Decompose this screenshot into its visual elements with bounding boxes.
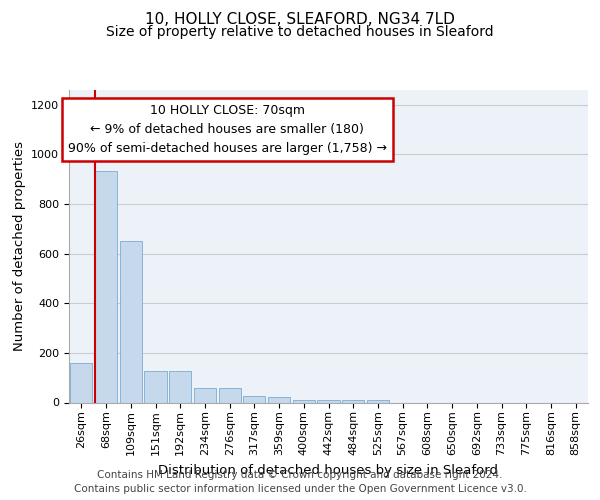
Bar	[145, 371, 167, 402]
Text: Contains public sector information licensed under the Open Government Licence v3: Contains public sector information licen…	[74, 484, 526, 494]
Bar	[70, 363, 92, 403]
Text: Contains HM Land Registry data © Crown copyright and database right 2024.: Contains HM Land Registry data © Crown c…	[97, 470, 503, 480]
Bar	[243, 396, 265, 402]
Bar	[342, 400, 364, 402]
Bar	[218, 388, 241, 402]
Y-axis label: Number of detached properties: Number of detached properties	[13, 141, 26, 351]
Bar	[268, 397, 290, 402]
X-axis label: Distribution of detached houses by size in Sleaford: Distribution of detached houses by size …	[158, 464, 499, 476]
Bar	[119, 242, 142, 402]
Bar	[194, 388, 216, 402]
Bar	[367, 400, 389, 402]
Bar	[317, 400, 340, 402]
Text: 10 HOLLY CLOSE: 70sqm
← 9% of detached houses are smaller (180)
90% of semi-deta: 10 HOLLY CLOSE: 70sqm ← 9% of detached h…	[68, 104, 387, 155]
Bar	[293, 400, 315, 402]
Bar	[169, 371, 191, 402]
Text: 10, HOLLY CLOSE, SLEAFORD, NG34 7LD: 10, HOLLY CLOSE, SLEAFORD, NG34 7LD	[145, 12, 455, 28]
Text: Size of property relative to detached houses in Sleaford: Size of property relative to detached ho…	[106, 25, 494, 39]
Bar	[95, 170, 117, 402]
